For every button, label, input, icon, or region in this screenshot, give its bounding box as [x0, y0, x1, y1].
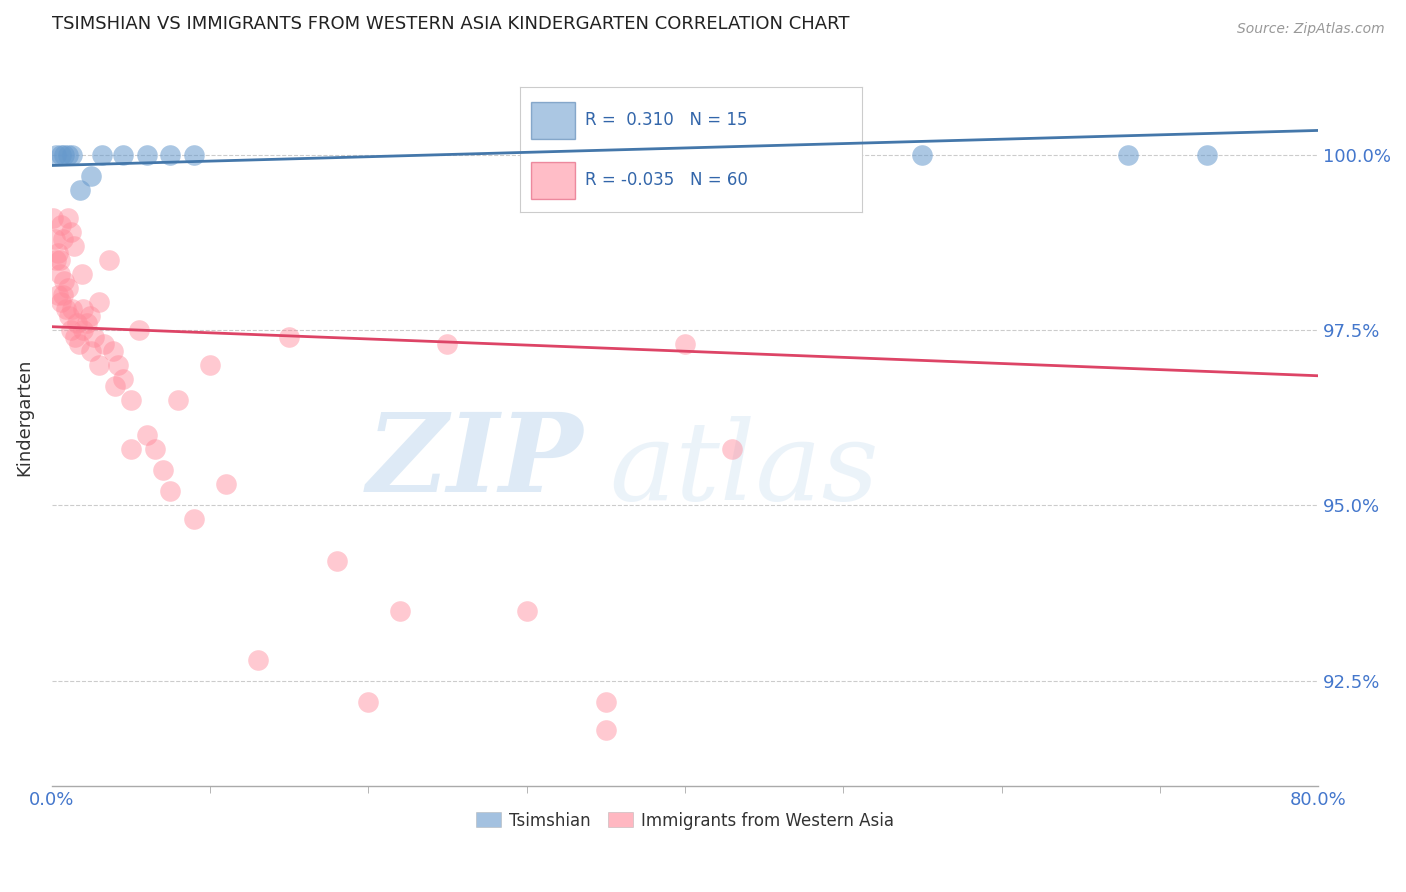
Point: [59, 225, 82, 239]
Point: [107, 358, 129, 372]
Point: [76, 316, 98, 330]
Text: Source: ZipAtlas.com: Source: ZipAtlas.com: [1237, 22, 1385, 37]
Point: [45, 148, 67, 162]
Point: [63, 239, 86, 253]
Text: TSIMSHIAN VS IMMIGRANTS FROM WESTERN ASIA KINDERGARTEN CORRELATION CHART: TSIMSHIAN VS IMMIGRANTS FROM WESTERN ASI…: [52, 15, 849, 33]
Point: [59, 323, 82, 337]
Point: [60, 148, 83, 162]
Point: [152, 463, 174, 477]
Point: [46, 246, 69, 260]
Point: [70, 267, 93, 281]
Point: [104, 379, 127, 393]
Point: [325, 554, 347, 568]
Point: [436, 337, 458, 351]
Point: [1197, 148, 1219, 162]
Point: [52, 232, 75, 246]
Point: [120, 393, 142, 408]
Point: [159, 484, 181, 499]
Legend: Tsimshian, Immigrants from Western Asia: Tsimshian, Immigrants from Western Asia: [470, 805, 901, 837]
Point: [135, 428, 157, 442]
Point: [67, 337, 90, 351]
Point: [135, 148, 157, 162]
Point: [673, 337, 696, 351]
Point: [595, 695, 617, 709]
Point: [111, 148, 134, 162]
Point: [56, 281, 79, 295]
Point: [128, 323, 150, 337]
Point: [120, 442, 142, 457]
Point: [60, 302, 83, 317]
Point: [51, 218, 73, 232]
Point: [83, 330, 105, 344]
Point: [93, 337, 115, 351]
Point: [911, 148, 934, 162]
Point: [42, 211, 65, 225]
Point: [215, 477, 238, 491]
Point: [595, 723, 617, 737]
Point: [1116, 148, 1139, 162]
Point: [48, 253, 70, 268]
Point: [183, 512, 205, 526]
Point: [516, 603, 538, 617]
Y-axis label: Kindergarten: Kindergarten: [15, 359, 32, 476]
Point: [65, 330, 87, 344]
Text: atlas: atlas: [609, 416, 879, 523]
Point: [89, 295, 111, 310]
Point: [72, 323, 94, 337]
Point: [143, 442, 166, 457]
Text: ZIP: ZIP: [367, 409, 583, 516]
Point: [357, 695, 380, 709]
Point: [56, 148, 79, 162]
Point: [44, 232, 66, 246]
Point: [52, 288, 75, 302]
Point: [278, 330, 301, 344]
Point: [79, 309, 101, 323]
Point: [89, 358, 111, 372]
Point: [51, 295, 73, 310]
Point: [97, 253, 120, 268]
Point: [72, 302, 94, 317]
Point: [103, 344, 125, 359]
Point: [48, 267, 70, 281]
Point: [246, 652, 269, 666]
Point: [46, 288, 69, 302]
Point: [91, 148, 114, 162]
Point: [53, 274, 76, 288]
Point: [198, 358, 221, 372]
Point: [53, 148, 76, 162]
Point: [69, 183, 91, 197]
Point: [721, 442, 744, 457]
Point: [167, 393, 190, 408]
Point: [66, 316, 89, 330]
Point: [55, 302, 77, 317]
Point: [80, 169, 103, 183]
Point: [111, 372, 134, 386]
Point: [183, 148, 205, 162]
Point: [58, 309, 80, 323]
Point: [51, 148, 73, 162]
Point: [159, 148, 181, 162]
Point: [80, 344, 103, 359]
Point: [56, 211, 79, 225]
Point: [45, 253, 67, 268]
Point: [388, 603, 411, 617]
